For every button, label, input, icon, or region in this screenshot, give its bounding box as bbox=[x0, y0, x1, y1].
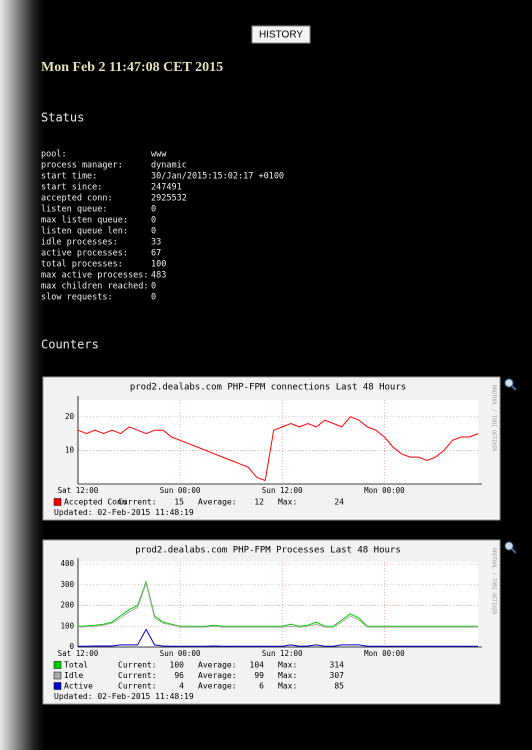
status-key: active processes: bbox=[41, 249, 128, 259]
zoom-icon[interactable] bbox=[504, 378, 517, 391]
y-tick-label: 0 bbox=[69, 642, 74, 651]
legend-stat-value: 314 bbox=[330, 661, 345, 670]
x-tick-label: Sun 12:00 bbox=[262, 649, 303, 658]
legend-stat-value: 12 bbox=[254, 498, 264, 507]
plot-area bbox=[78, 400, 478, 484]
legend-stat-label: Average: bbox=[198, 498, 237, 507]
status-value: 67 bbox=[151, 249, 161, 259]
status-key: slow requests: bbox=[41, 293, 113, 303]
legend-stat-value: 24 bbox=[334, 498, 344, 507]
updated: Updated: 02-Feb-2015 11:48:19 bbox=[54, 692, 194, 701]
status-value: dynamic bbox=[151, 161, 187, 171]
status-value: 30/Jan/2015:15:02:17 +0100 bbox=[151, 172, 284, 182]
status-key: idle processes: bbox=[41, 238, 118, 248]
series-line bbox=[77, 581, 478, 628]
x-tick-label: Mon 00:00 bbox=[364, 486, 405, 495]
legend-swatch bbox=[53, 661, 62, 669]
status-key: listen queue: bbox=[41, 205, 108, 215]
legend-stat-label: Current: bbox=[118, 671, 157, 680]
legend-stat-label: Max: bbox=[278, 498, 297, 507]
status-key: listen queue len: bbox=[41, 227, 128, 237]
x-tick-label: Sat 12:00 bbox=[58, 649, 99, 658]
status-key: pool: bbox=[41, 150, 67, 160]
legend-stat-label: Max: bbox=[278, 671, 297, 680]
legend-stat-value: 96 bbox=[174, 671, 184, 680]
status-key: start time: bbox=[41, 172, 97, 182]
watermark: RRDTOOL / TOBI OETIKER bbox=[491, 385, 497, 452]
y-tick-label: 200 bbox=[60, 601, 74, 610]
status-key: max active processes: bbox=[41, 271, 148, 281]
status-heading: Status bbox=[41, 111, 84, 125]
legend-stat-label: Max: bbox=[278, 682, 297, 691]
status-value: 247491 bbox=[151, 183, 182, 193]
y-tick-label: 100 bbox=[60, 621, 74, 630]
status-value: 0 bbox=[151, 282, 156, 292]
x-tick-label: Sat 12:00 bbox=[58, 486, 99, 495]
legend-label: Idle bbox=[64, 671, 83, 680]
legend-stat-value: 4 bbox=[179, 682, 184, 691]
legend-stat-label: Current: bbox=[118, 498, 157, 507]
status-value: 2925532 bbox=[151, 194, 187, 204]
x-tick-label: Sun 12:00 bbox=[262, 486, 303, 495]
graph-title: prod2.dealabs.com PHP-FPM connections La… bbox=[130, 383, 406, 393]
updated: Updated: 02-Feb-2015 11:48:19 bbox=[54, 508, 194, 517]
history-button[interactable] bbox=[251, 25, 311, 44]
graph-title: prod2.dealabs.com PHP-FPM Processes Last… bbox=[135, 546, 401, 556]
legend-swatch bbox=[53, 498, 62, 506]
x-tick-label: Sun 00:00 bbox=[160, 649, 201, 658]
legend-stat-label: Average: bbox=[198, 682, 237, 691]
legend-swatch bbox=[53, 671, 62, 680]
legend-stat-value: 99 bbox=[254, 671, 264, 680]
date: Mon Feb 2 11:47:08 CET 2015 bbox=[41, 60, 223, 75]
legend-stat-label: Current: bbox=[118, 682, 157, 691]
legend-stat-value: 15 bbox=[174, 498, 184, 507]
legend-label: Accepted Conn bbox=[64, 498, 127, 507]
status-key: max children reached: bbox=[41, 282, 148, 292]
status-value: www bbox=[151, 150, 167, 160]
legend-stat-label: Max: bbox=[278, 661, 297, 670]
status-value: 0 bbox=[151, 293, 156, 303]
status-key: start since: bbox=[41, 183, 102, 193]
status-key: total processes: bbox=[41, 260, 123, 270]
zoom-icon[interactable] bbox=[504, 541, 517, 554]
y-tick-label: 20 bbox=[65, 412, 75, 421]
legend-stat-value: 307 bbox=[330, 671, 345, 680]
legend-stat-label: Average: bbox=[198, 661, 237, 670]
legend-stat-label: Current: bbox=[118, 661, 157, 670]
y-tick-label: 300 bbox=[60, 580, 74, 589]
legend-label: Total bbox=[64, 661, 88, 670]
watermark: RRDTOOL / TOBI OETIKER bbox=[491, 548, 497, 615]
legend-stat-value: 104 bbox=[250, 661, 265, 670]
status-value: 0 bbox=[151, 227, 156, 237]
y-tick-label: 10 bbox=[65, 445, 75, 454]
status-value: 0 bbox=[151, 205, 156, 215]
status-value: 483 bbox=[151, 271, 166, 281]
status-key: max listen queue: bbox=[41, 216, 128, 226]
status-key: accepted conn: bbox=[41, 194, 113, 204]
series-line bbox=[78, 628, 478, 647]
series-line bbox=[77, 580, 478, 627]
status-value: 33 bbox=[151, 238, 161, 248]
y-tick-label: 400 bbox=[60, 559, 74, 568]
counters-heading: Counters bbox=[41, 338, 99, 352]
legend-stat-value: 85 bbox=[334, 682, 344, 691]
legend-stat-value: 100 bbox=[170, 661, 185, 670]
status-key: process manager: bbox=[41, 161, 123, 171]
series-line bbox=[77, 416, 479, 482]
legend-swatch bbox=[53, 682, 62, 690]
legend-stat-label: Average: bbox=[198, 671, 237, 680]
x-tick-label: Sun 00:00 bbox=[160, 486, 201, 495]
status-value: 0 bbox=[151, 216, 156, 226]
legend-label: Active bbox=[64, 682, 93, 691]
history-button-label[interactable]: HISTORY bbox=[259, 30, 303, 41]
legend-stat-value: 6 bbox=[259, 682, 264, 691]
status-value: 100 bbox=[151, 260, 166, 270]
x-tick-label: Mon 00:00 bbox=[364, 649, 405, 658]
